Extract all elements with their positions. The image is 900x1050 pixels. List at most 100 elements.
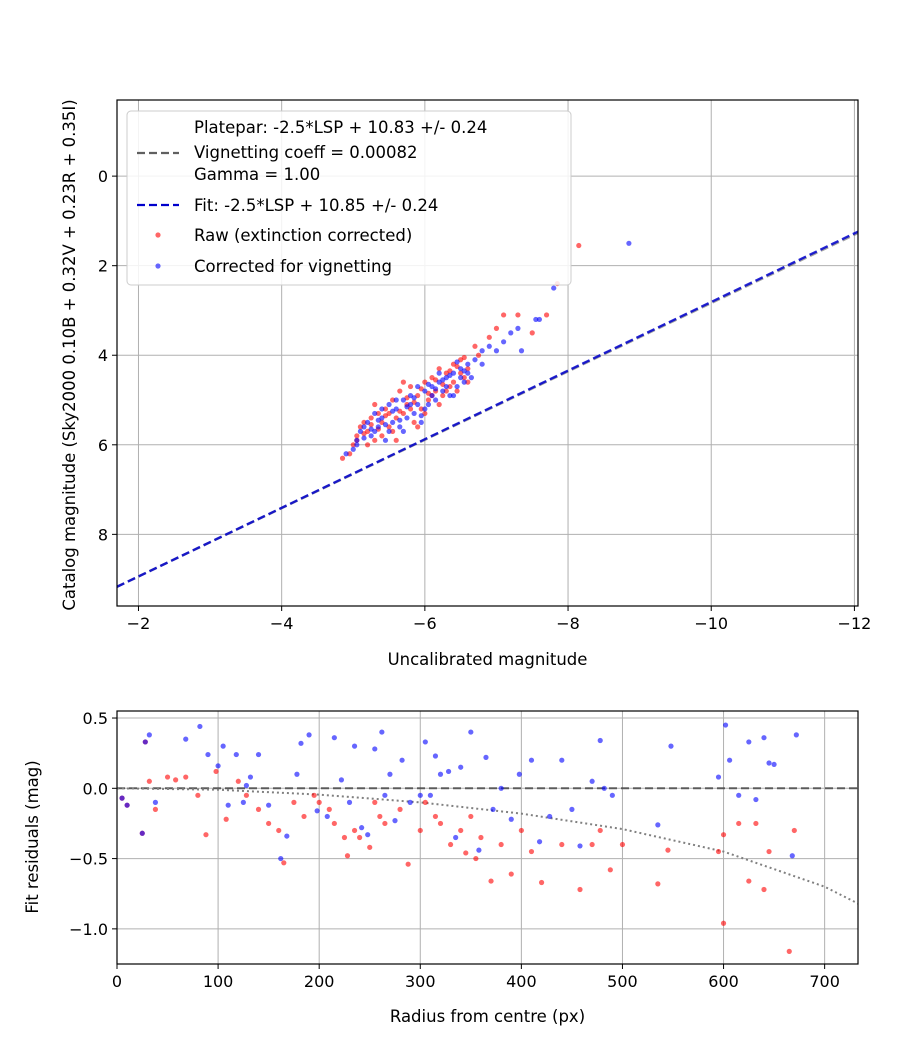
corrected-point (483, 754, 489, 760)
corrected-point (761, 735, 767, 741)
raw-point (472, 343, 478, 349)
legend-raw-marker (155, 232, 161, 238)
corrected-point (225, 802, 231, 808)
corrected-point (418, 419, 424, 426)
raw-point (720, 832, 727, 838)
raw-point (454, 388, 460, 394)
corrected-point (577, 843, 583, 849)
raw-point (746, 878, 752, 884)
top-scatter-points (339, 240, 632, 461)
corrected-point (771, 761, 777, 768)
raw-point (243, 792, 249, 798)
raw-point (372, 401, 378, 408)
raw-point (786, 948, 792, 954)
legend-corrected-marker (155, 263, 161, 269)
corrected-point (278, 855, 284, 862)
top-fit-lines (117, 230, 858, 588)
corrected-point (372, 746, 378, 752)
corrected-point (418, 413, 424, 419)
corrected-point (306, 732, 312, 738)
raw-point (619, 841, 626, 848)
raw-point (235, 778, 241, 784)
corrected-point (124, 802, 130, 808)
corrected-point (220, 743, 226, 749)
corrected-point (240, 799, 246, 805)
corrected-point (119, 795, 125, 801)
corrected-point (447, 372, 453, 378)
corrected-point (354, 442, 360, 448)
raw-point (354, 433, 360, 439)
corrected-point (427, 792, 433, 798)
corrected-point (266, 802, 272, 808)
raw-point (465, 379, 471, 385)
corrected-point (727, 757, 733, 763)
x-tick-label: −4 (270, 614, 294, 633)
corrected-point (589, 778, 595, 784)
raw-point (301, 813, 307, 820)
corrected-point (476, 847, 482, 853)
raw-point (379, 433, 385, 439)
raw-point (339, 455, 346, 461)
corrected-point (736, 792, 742, 798)
raw-point (463, 850, 469, 856)
corrected-point (399, 757, 405, 763)
raw-point (331, 820, 337, 827)
corrected-point (314, 808, 320, 814)
raw-point (766, 848, 772, 855)
corrected-point (454, 383, 460, 390)
corrected-point (445, 768, 452, 775)
corrected-point (417, 792, 423, 798)
raw-point (364, 442, 371, 448)
raw-point (425, 397, 432, 403)
raw-point (326, 806, 332, 812)
corrected-point (472, 357, 478, 363)
corrected-point (407, 799, 413, 805)
x-tick-label: −2 (127, 614, 151, 633)
corrected-point (400, 397, 406, 403)
raw-point (607, 867, 613, 873)
raw-point (753, 820, 759, 827)
corrected-point (458, 764, 464, 770)
raw-point (397, 388, 403, 394)
raw-point (372, 799, 378, 805)
corrected-point (183, 736, 189, 742)
raw-point (498, 841, 504, 848)
raw-point (173, 777, 179, 783)
corrected-point (454, 359, 460, 365)
corrected-point (393, 397, 399, 403)
corrected-point (247, 774, 254, 780)
raw-point (341, 834, 348, 841)
corrected-point (205, 751, 211, 758)
corrected-point (465, 361, 471, 367)
raw-point (478, 834, 484, 841)
corrected-point (338, 777, 345, 783)
raw-point (761, 886, 767, 893)
corrected-point (386, 428, 392, 434)
x-tick-label: 600 (708, 972, 739, 991)
corrected-point (422, 388, 428, 394)
raw-point (791, 827, 797, 834)
corrected-point (146, 732, 152, 738)
corrected-point (379, 406, 385, 412)
raw-point (443, 388, 449, 394)
raw-point (164, 774, 171, 780)
raw-point (501, 312, 507, 318)
corrected-point (528, 757, 535, 763)
y-tick-label: 8 (98, 525, 108, 544)
raw-point (347, 451, 353, 457)
raw-point (577, 886, 583, 893)
raw-point (367, 844, 373, 850)
corrected-point (461, 379, 467, 385)
raw-point (390, 428, 396, 434)
corrected-point (139, 830, 145, 836)
raw-point (543, 312, 550, 318)
corrected-point (533, 316, 539, 323)
legend-vignetting-label: Vignetting coeff = 0.00082 (194, 143, 418, 162)
corrected-point (382, 422, 389, 428)
corrected-point (793, 732, 799, 738)
raw-point (266, 820, 272, 827)
raw-point (393, 437, 399, 443)
y-tick-label: 4 (98, 346, 108, 365)
raw-point (515, 312, 521, 318)
corrected-point (551, 285, 557, 291)
